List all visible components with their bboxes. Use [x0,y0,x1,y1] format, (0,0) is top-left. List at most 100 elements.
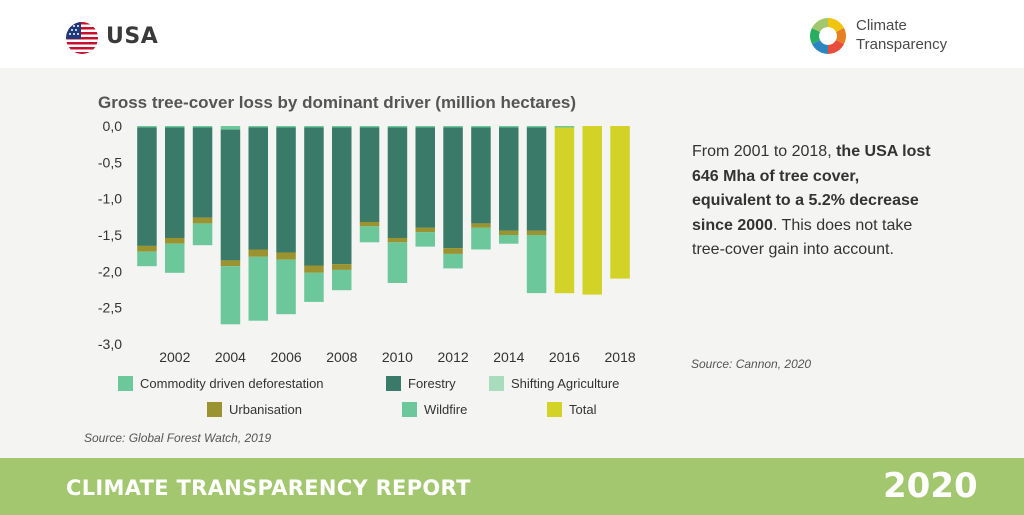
header: USA Climate Transparency [0,0,1024,68]
country-name: USA [106,24,159,49]
bar-segment-urbanisation-2002 [165,237,185,244]
legend-label: Urbanisation [229,402,302,417]
bar-segment-urbanisation-2008 [332,264,352,270]
bar-segment-commodity-2006 [276,126,296,128]
bar-segment-commodity-2005 [248,126,268,128]
legend-swatch [118,376,133,391]
legend-label: Shifting Agriculture [511,376,620,391]
legend-item-total: Total [547,402,596,417]
y-axis: 0,0 -0,5 -1,0 -1,5 -2,0 -2,5 -3,0 [98,118,122,352]
narrative-part1: From 2001 to 2018, [692,143,837,160]
bar-segment-urbanisation-2010 [387,237,408,243]
bar-segment-total-2016 [554,127,575,294]
bar-segment-wildfire-2003 [192,223,213,246]
source-gfw: Source: Global Forest Watch, 2019 [84,431,272,445]
bar-segment-urbanisation-2009 [359,221,380,227]
y-tick-label: 0,0 [103,118,123,134]
bar-segment-commodity-2010 [387,126,408,128]
footer-year: 2020 [883,466,978,506]
legend-label: Total [569,402,597,417]
bar-segment-wildfire-2002 [165,243,185,273]
narrative-part2: . This does not take tree-cover gain int… [692,216,913,259]
legend-label: Wildfire [424,402,468,417]
bar-segment-commodity-2007 [304,126,324,128]
x-tick-label: 2002 [159,349,190,365]
bar-segment-wildfire-2011 [415,232,435,247]
x-tick-label: 2016 [549,349,580,365]
legend-swatch [207,402,222,417]
bar-segment-wildfire-2005 [248,256,268,321]
bar-segment-commodity-2015 [526,126,547,128]
bar-chart: Gross tree-cover loss by dominant driver… [98,93,636,365]
bar-segment-forestry-2004 [220,129,241,261]
bar-segment-commodity-2004 [220,126,241,130]
bar-segment-forestry-2006 [276,127,296,253]
y-tick-label: -1,0 [98,191,122,207]
bar-segment-wildfire-2010 [387,242,408,283]
bar-segment-urbanisation-2015 [526,230,547,235]
bars [137,126,630,325]
legend-swatch [489,376,504,391]
y-tick-label: -2,0 [98,263,122,279]
logo-line1: Climate [856,17,907,34]
bar-segment-urbanisation-2014 [499,230,519,235]
legend-item-wildfire: Wildfire [402,402,467,417]
bar-segment-wildfire-2009 [359,226,380,243]
legend-label: Commodity driven deforestation [140,376,324,391]
x-tick-label: 2014 [493,349,524,365]
bar-segment-total-2017 [582,126,602,295]
narrative-text: From 2001 to 2018, the USA lost 646 Mha … [692,140,932,263]
bar-segment-urbanisation-2001 [137,245,157,252]
legend-swatch [547,402,562,417]
bar-segment-forestry-2013 [471,127,491,224]
bar-segment-commodity-2009 [359,126,380,128]
bar-segment-urbanisation-2005 [248,249,268,257]
bar-segment-urbanisation-2013 [471,223,491,228]
bar-segment-commodity-2013 [471,126,491,128]
bar-segment-forestry-2015 [526,127,547,231]
usa-flag-icon [66,22,98,54]
bar-segment-commodity-2011 [415,126,435,128]
bar-segment-commodity-2008 [332,126,352,128]
bar-segment-urbanisation-2007 [304,265,324,273]
bar-segment-commodity-2003 [192,126,213,128]
x-tick-label: 2018 [605,349,636,365]
climate-transparency-logo [810,18,846,54]
bar-segment-forestry-2014 [499,127,519,231]
bar-segment-commodity-2014 [499,126,519,128]
bar-segment-forestry-2010 [387,127,408,238]
bar-segment-forestry-2005 [248,127,268,250]
x-tick-label: 2010 [382,349,413,365]
bar-segment-forestry-2007 [304,127,324,266]
chart-title: Gross tree-cover loss by dominant driver… [98,93,576,112]
legend-item-forestry: Forestry [386,376,456,391]
logo-text: Climate Transparency [856,16,947,54]
x-axis: 2002 2004 2006 2008 2010 2012 2014 2016 2018 [159,349,636,365]
bar-segment-wildfire-2014 [499,235,519,244]
bar-segment-wildfire-2004 [220,266,241,325]
bar-segment-urbanisation-2006 [276,252,296,260]
bar-segment-wildfire-2007 [304,272,324,302]
bar-segment-total-2018 [610,126,630,279]
bar-segment-wildfire-2006 [276,259,296,315]
bar-segment-forestry-2003 [192,127,213,218]
legend-item-urbanisation: Urbanisation [207,402,302,417]
bar-segment-urbanisation-2003 [192,217,213,224]
bar-segment-wildfire-2013 [471,227,491,250]
bar-segment-urbanisation-2012 [443,248,463,254]
logo-line2: Transparency [856,36,948,53]
legend-label: Forestry [408,376,456,391]
bar-segment-commodity-2012 [443,126,463,128]
bar-segment-wildfire-2015 [526,235,547,294]
x-tick-label: 2008 [326,349,357,365]
bar-segment-forestry-2002 [165,127,185,238]
bar-segment-wildfire-2008 [332,269,352,291]
bar-segment-commodity-2002 [165,126,185,128]
bar-segment-wildfire-2012 [443,253,463,269]
bar-segment-forestry-2008 [332,127,352,265]
bar-segment-forestry-2009 [359,127,380,222]
bar-segment-commodity-2016 [554,126,575,128]
bar-segment-forestry-2011 [415,127,435,228]
legend-swatch [402,402,417,417]
narrative-bold: the USA lost 646 Mha of tree cover, equi… [692,143,931,234]
